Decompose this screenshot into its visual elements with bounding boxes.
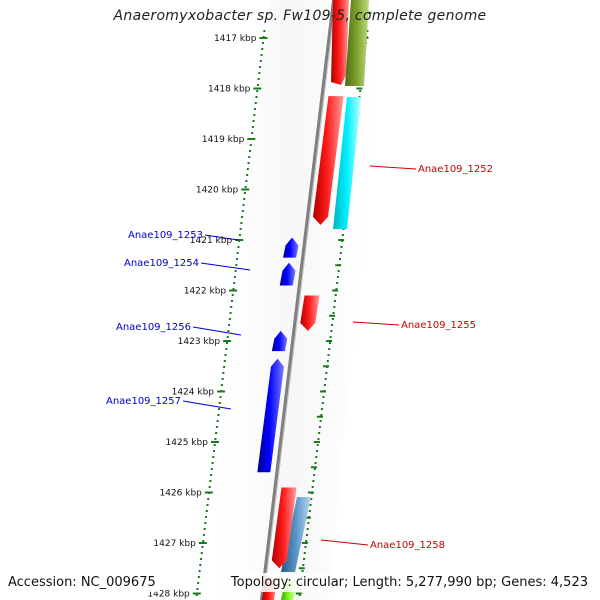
gene-Anae109_1252[interactable]: [313, 96, 344, 225]
gene-label-Anae109_1255[interactable]: Anae109_1255: [401, 320, 476, 331]
gene-label-Anae109_1256[interactable]: Anae109_1256: [116, 322, 191, 333]
tick-label: 1427 kbp: [153, 539, 196, 549]
gene-Anae109_1254[interactable]: [279, 262, 296, 286]
tick-label: 1421 kbp: [190, 236, 233, 246]
gene-label-Anae109_1257[interactable]: Anae109_1257: [106, 396, 181, 407]
tick-label: 1425 kbp: [166, 438, 209, 448]
unlabeled-gene-cyan: [333, 97, 361, 229]
unlabeled-gene-top-red: [331, 0, 349, 85]
gene-Anae109_1257[interactable]: [257, 358, 284, 473]
tick-ring-inner: 1417 kbp 1418 kbp 1419 kbp 1420 kbp 1421 kbp…: [147, 30, 268, 600]
gene-label-leader: [352, 321, 400, 326]
gene-Anae109_1255[interactable]: [300, 295, 320, 331]
gene-label-leader: [320, 539, 369, 546]
gene-label-leader: [182, 400, 232, 410]
tick-label: 1422 kbp: [184, 287, 227, 297]
genome-backbone: [260, 0, 336, 600]
gene-label-Anae109_1252[interactable]: Anae109_1252: [418, 164, 493, 175]
gene-Anae109_1258[interactable]: [271, 487, 297, 569]
tick-label: 1428 kbp: [147, 590, 190, 600]
gene-layer: [257, 96, 344, 569]
genome-band: [200, 0, 388, 600]
tick-label: 1417 kbp: [214, 34, 257, 44]
gene-label-leader: [204, 234, 239, 241]
tick-label: 1419 kbp: [202, 135, 245, 145]
unlabeled-gene-bottom-steelblue: [281, 497, 311, 572]
tick-label: 1423 kbp: [178, 337, 221, 347]
label-layer: Anae109_1252 Anae109_1253 Anae109_1254 Anae…: [106, 164, 493, 551]
gene-label-Anae109_1254[interactable]: Anae109_1254: [124, 258, 199, 269]
gene-label-Anae109_1253[interactable]: Anae109_1253: [128, 230, 203, 241]
gene-label-leader: [192, 326, 242, 336]
gene-label-leader: [200, 262, 251, 271]
genome-backbone-highlight: [263, 0, 336, 600]
genome-title: Anaeromyxobacter sp. Fw109-5, complete g…: [113, 8, 487, 24]
unlabeled-gene-top-olive: [345, 0, 369, 86]
topology-text: Topology: circular; Length: 5,277,990 bp…: [226, 573, 592, 592]
gene-Anae109_1256[interactable]: [271, 330, 288, 352]
gene-Anae109_1253[interactable]: [283, 237, 299, 258]
gene-label-leader: [369, 165, 417, 170]
gene-label-Anae109_1258[interactable]: Anae109_1258: [370, 540, 445, 551]
tick-label: 1420 kbp: [196, 186, 239, 196]
accession-text: Accession: NC_009675: [4, 573, 160, 592]
tick-label: 1426 kbp: [159, 489, 202, 499]
tick-label: 1424 kbp: [172, 388, 215, 398]
tick-label: 1418 kbp: [208, 85, 251, 95]
